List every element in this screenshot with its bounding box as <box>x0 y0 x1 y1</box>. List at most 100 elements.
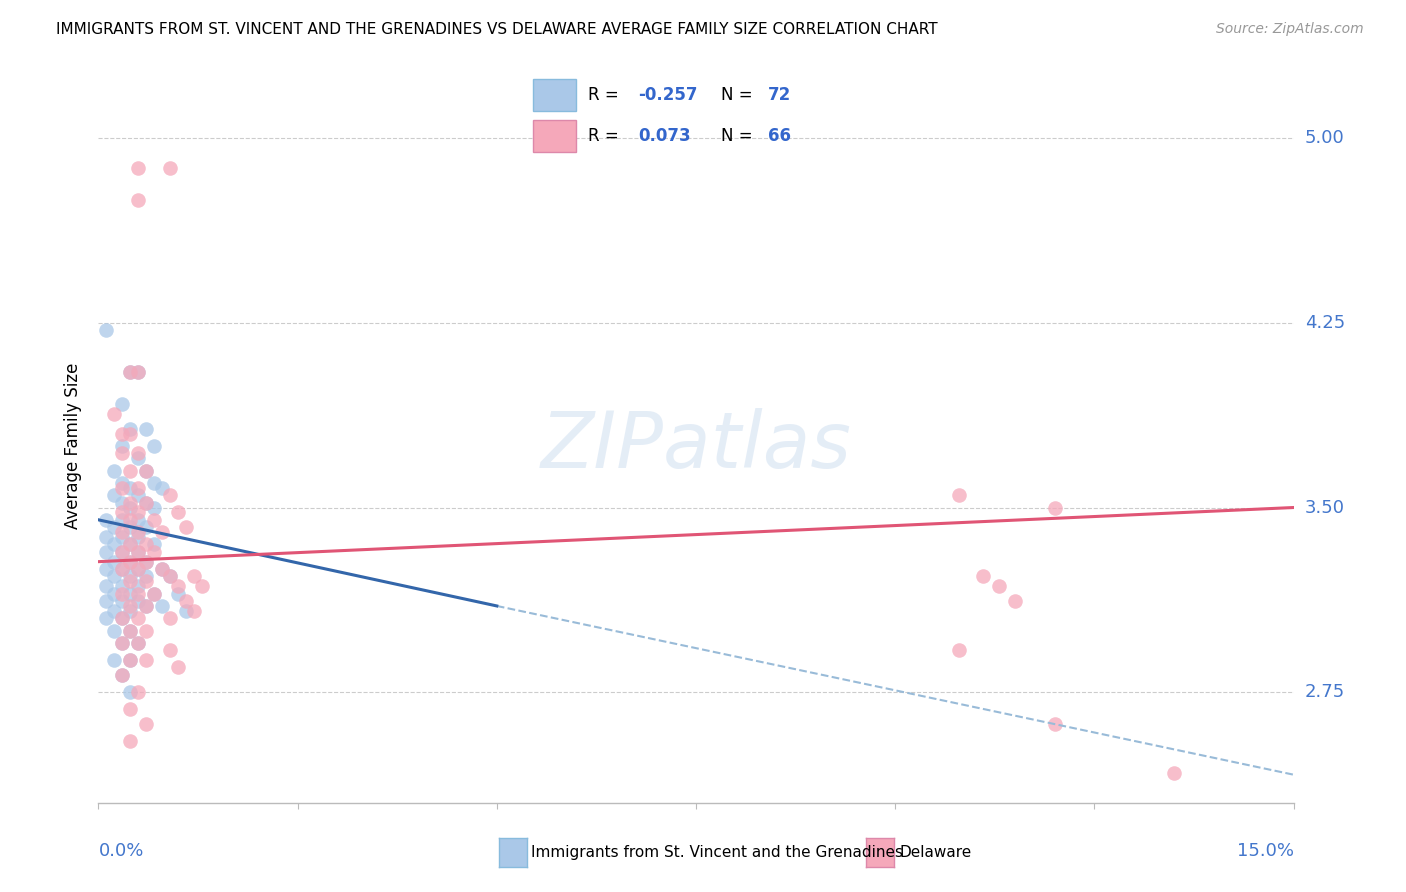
Point <box>111 562 134 576</box>
Point <box>159 611 181 625</box>
Point <box>103 653 125 667</box>
Point <box>111 636 134 650</box>
Point <box>143 500 166 515</box>
Point <box>103 537 125 551</box>
Point <box>120 537 142 551</box>
Point <box>1163 766 1185 780</box>
Point <box>111 611 134 625</box>
Point <box>143 587 166 601</box>
Point <box>120 426 142 441</box>
Point <box>135 520 157 534</box>
Point <box>143 475 166 490</box>
Point <box>127 446 149 460</box>
Point <box>167 579 190 593</box>
Point <box>150 599 173 613</box>
Text: Immigrants from St. Vincent and the Grenadines: Immigrants from St. Vincent and the Gren… <box>531 846 904 860</box>
Point <box>111 446 134 460</box>
Point <box>159 643 181 657</box>
Point <box>103 604 125 618</box>
Point <box>127 636 149 650</box>
Point <box>120 537 142 551</box>
Text: 66: 66 <box>768 127 790 145</box>
Point <box>120 500 142 515</box>
Point <box>1043 717 1066 731</box>
Point <box>127 365 149 379</box>
Point <box>174 594 197 608</box>
Text: 0.073: 0.073 <box>638 127 690 145</box>
Point <box>111 481 134 495</box>
Point <box>143 545 166 559</box>
Point <box>103 624 125 638</box>
Text: Delaware: Delaware <box>900 846 972 860</box>
Point <box>127 365 149 379</box>
Text: 5.00: 5.00 <box>1305 129 1344 147</box>
Point <box>103 587 125 601</box>
Point <box>111 587 134 601</box>
Point <box>127 594 149 608</box>
Point <box>96 579 118 593</box>
Point <box>143 439 166 453</box>
Point <box>948 488 970 502</box>
Point <box>174 520 197 534</box>
Point <box>111 562 134 576</box>
Point <box>135 537 157 551</box>
Point <box>135 599 157 613</box>
Point <box>127 545 149 559</box>
Text: 2.75: 2.75 <box>1305 683 1346 701</box>
Point <box>111 668 134 682</box>
Point <box>111 426 134 441</box>
Point <box>135 599 157 613</box>
Text: R =: R = <box>588 127 624 145</box>
Text: 15.0%: 15.0% <box>1236 842 1294 860</box>
Point <box>159 161 181 175</box>
Point <box>103 555 125 569</box>
Point <box>111 513 134 527</box>
Point <box>135 574 157 589</box>
Point <box>127 562 149 576</box>
Point <box>120 365 142 379</box>
Text: 0.0%: 0.0% <box>98 842 143 860</box>
Point <box>120 574 142 589</box>
Point <box>120 624 142 638</box>
Point <box>143 537 166 551</box>
Point <box>120 653 142 667</box>
Point <box>135 464 157 478</box>
Point <box>120 555 142 569</box>
Point <box>111 525 134 540</box>
Point <box>127 685 149 699</box>
Point <box>127 451 149 466</box>
Point <box>96 545 118 559</box>
Text: 72: 72 <box>768 86 792 104</box>
Point <box>111 505 134 519</box>
Point <box>174 604 197 618</box>
Point <box>103 488 125 502</box>
Point <box>111 668 134 682</box>
Point <box>111 611 134 625</box>
Point <box>127 513 149 527</box>
Point <box>111 397 134 411</box>
Point <box>150 562 173 576</box>
Text: N =: N = <box>721 127 758 145</box>
Point <box>120 569 142 583</box>
Point <box>103 569 125 583</box>
Text: 3.50: 3.50 <box>1305 499 1344 516</box>
Text: ZIPatlas: ZIPatlas <box>540 408 852 484</box>
Point <box>96 611 118 625</box>
Point <box>135 422 157 436</box>
Point <box>143 513 166 527</box>
Y-axis label: Average Family Size: Average Family Size <box>65 363 83 529</box>
Point <box>135 555 157 569</box>
Point <box>127 611 149 625</box>
Point <box>120 604 142 618</box>
FancyBboxPatch shape <box>533 120 576 152</box>
Point <box>103 464 125 478</box>
Point <box>150 525 173 540</box>
Point <box>96 513 118 527</box>
Point <box>143 587 166 601</box>
Point <box>127 545 149 559</box>
Point <box>111 579 134 593</box>
Point <box>135 624 157 638</box>
Point <box>111 495 134 509</box>
Point <box>127 161 149 175</box>
Point <box>120 422 142 436</box>
